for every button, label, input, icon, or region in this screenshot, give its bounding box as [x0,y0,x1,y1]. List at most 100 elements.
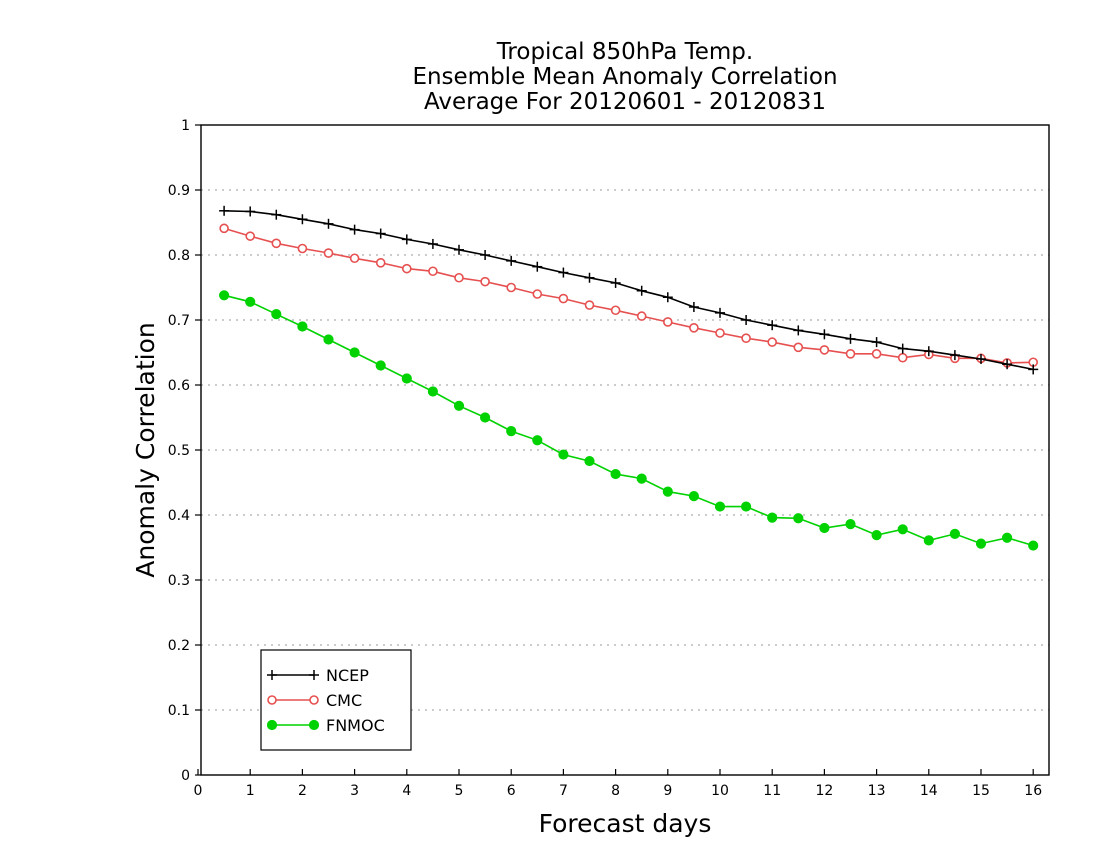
plus-marker [349,224,360,235]
plus-marker [949,350,960,361]
open-circle-marker [219,223,229,234]
filled-circle-marker [1002,532,1013,543]
y-tick-label: 0 [181,768,190,784]
y-tick-label: 0.2 [168,638,190,654]
open-circle-marker [271,238,282,249]
x-tick-label: 16 [1024,783,1042,799]
plus-marker [401,234,412,245]
open-circle-marker [297,243,308,254]
open-circle-marker [767,337,778,347]
x-tick-label: 4 [402,783,411,799]
filled-circle-marker [219,290,230,301]
plus-marker [715,307,725,318]
legend-label: FNMOC [326,716,385,735]
plus-marker [1002,359,1013,370]
filled-circle-marker [793,513,804,524]
y-tick-label: 0.6 [168,378,190,394]
plus-marker [636,285,647,296]
open-circle-marker [245,231,255,241]
chart-title: Tropical 850hPa Temp. Ensemble Mean Anom… [412,39,837,115]
filled-circle-marker [975,538,987,549]
filled-circle-marker [427,386,438,397]
series-cmc [219,223,1038,368]
x-tick-label: 2 [298,783,307,799]
filled-circle-marker [662,486,673,497]
open-circle-marker [584,300,595,310]
plus-marker [897,343,908,354]
open-circle-marker [428,266,438,277]
plus-marker [1028,364,1039,375]
filled-circle-marker [453,400,465,411]
filled-circle-marker [558,449,569,460]
x-tick-label: 1 [246,783,255,799]
plus-marker [454,244,464,255]
open-circle-marker [845,348,856,359]
filled-circle-marker [401,373,412,384]
filled-circle-marker [480,412,491,423]
plus-marker [323,218,334,229]
plus-marker [271,209,282,220]
x-tick-label: 6 [507,783,516,799]
plus-marker [871,337,882,348]
plus-marker [297,214,308,225]
plus-marker [845,333,856,344]
plus-marker [688,302,699,312]
filled-circle-marker [506,426,517,437]
y-tick-label: 0.7 [168,313,190,329]
x-tick-label: 12 [815,783,833,799]
open-circle-marker [309,695,319,705]
filled-circle-marker [1028,540,1039,551]
x-tick-label: 5 [455,783,464,799]
x-tick-label: 13 [868,783,886,799]
plus-marker [309,670,319,680]
grid-lines [201,189,1049,711]
open-circle-marker [610,305,621,316]
open-circle-marker [267,695,277,705]
filled-circle-marker [584,455,595,467]
filled-circle-marker [266,719,278,731]
plus-marker [767,320,778,331]
chart-title-line-3: Average For 20120601 - 20120831 [424,89,826,115]
y-tick-label: 0.4 [168,508,190,524]
series-ncep [219,205,1039,375]
plus-marker [375,228,386,239]
x-tick-label: 15 [972,783,990,799]
plus-marker [245,206,256,217]
filled-circle-marker [845,519,856,530]
y-axis-ticks: 0 0.1 0.2 0.3 0.4 0.5 0.6 0.7 0.8 0.9 1 [168,118,201,784]
open-circle-marker [715,328,725,338]
legend: NCEP CMC FNMOC [260,649,412,751]
x-tick-label: 9 [663,783,672,799]
filled-circle-marker [819,522,830,534]
filled-circle-marker [714,501,726,512]
y-tick-label: 0.8 [168,248,190,264]
series-line-cmc [223,227,1034,364]
open-circle-marker [662,317,673,327]
plus-marker [532,261,543,272]
filled-circle-marker [610,468,621,480]
x-tick-label: 0 [194,783,203,799]
plus-marker [976,354,986,364]
filled-circle-marker [297,321,308,332]
open-circle-marker [558,293,569,304]
plus-marker [480,250,491,260]
filled-circle-marker [949,528,961,539]
open-circle-marker [454,272,464,283]
plus-marker [584,272,595,283]
open-circle-marker [375,257,386,268]
x-tick-label: 14 [920,783,938,799]
legend-label: CMC [326,691,362,710]
plus-marker [427,238,438,249]
x-tick-label: 11 [763,783,781,799]
filled-circle-marker [871,530,882,541]
series-layer [219,205,1039,551]
y-tick-label: 0.9 [168,183,190,199]
filled-circle-marker [349,347,360,358]
series-line-ncep [224,210,1034,371]
open-circle-marker [323,248,334,258]
x-tick-label: 8 [611,783,620,799]
y-tick-label: 0.1 [168,703,190,719]
x-tick-label: 3 [350,783,359,799]
open-circle-marker [506,282,517,293]
